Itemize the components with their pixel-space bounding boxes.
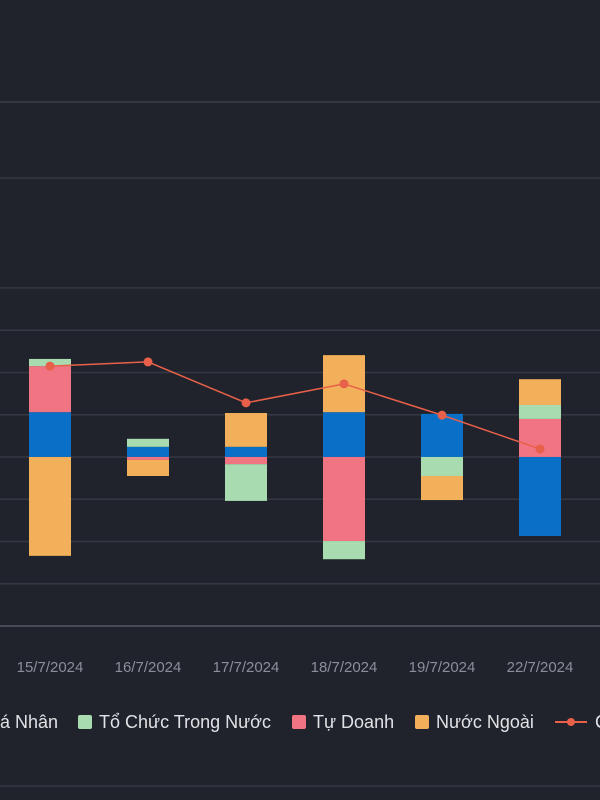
line-point: [143, 357, 153, 367]
bar-segment: [225, 413, 267, 447]
bar-segment: [127, 438, 169, 447]
bar-segment: [323, 412, 365, 457]
bar-segment: [225, 456, 267, 465]
bar-segment: [421, 475, 463, 501]
legend-dot: [567, 718, 575, 726]
legend-label: C: [595, 712, 600, 732]
bar-segment: [29, 366, 71, 413]
bar-segment: [421, 413, 463, 457]
bar-segment: [519, 404, 561, 419]
line-point: [241, 398, 251, 408]
bar-segment: [127, 459, 169, 476]
legend-swatch: [292, 715, 306, 729]
bar-segment: [29, 412, 71, 457]
bar-segment: [127, 456, 169, 460]
x-tick-label: 22/7/2024: [507, 659, 574, 676]
bar-segment: [127, 446, 169, 457]
x-tick-label: 15/7/2024: [17, 659, 84, 676]
legend-label: Tự Doanh: [313, 712, 394, 732]
line-point: [339, 379, 349, 389]
bar-segment: [519, 456, 561, 536]
bar-segment: [29, 456, 71, 556]
line-point: [45, 361, 55, 371]
x-tick-label: 18/7/2024: [311, 659, 378, 676]
bar-segment: [323, 456, 365, 542]
bar-segment: [323, 541, 365, 560]
legend-label: á Nhân: [0, 712, 58, 732]
line-point: [535, 444, 545, 454]
x-tick-label: 17/7/2024: [213, 659, 280, 676]
bar-segment: [519, 379, 561, 405]
line: [49, 361, 541, 450]
x-tick-label: 19/7/2024: [409, 659, 476, 676]
bar-segment: [421, 456, 463, 476]
legend-swatch: [415, 715, 429, 729]
x-tick-label: 16/7/2024: [115, 659, 182, 676]
legend-label: Nước Ngoài: [436, 712, 534, 732]
legend-swatch: [78, 715, 92, 729]
legend-label: Tổ Chức Trong Nước: [99, 712, 271, 732]
bar-segment: [225, 446, 267, 457]
line-point: [437, 410, 447, 420]
bar-segment: [225, 464, 267, 501]
